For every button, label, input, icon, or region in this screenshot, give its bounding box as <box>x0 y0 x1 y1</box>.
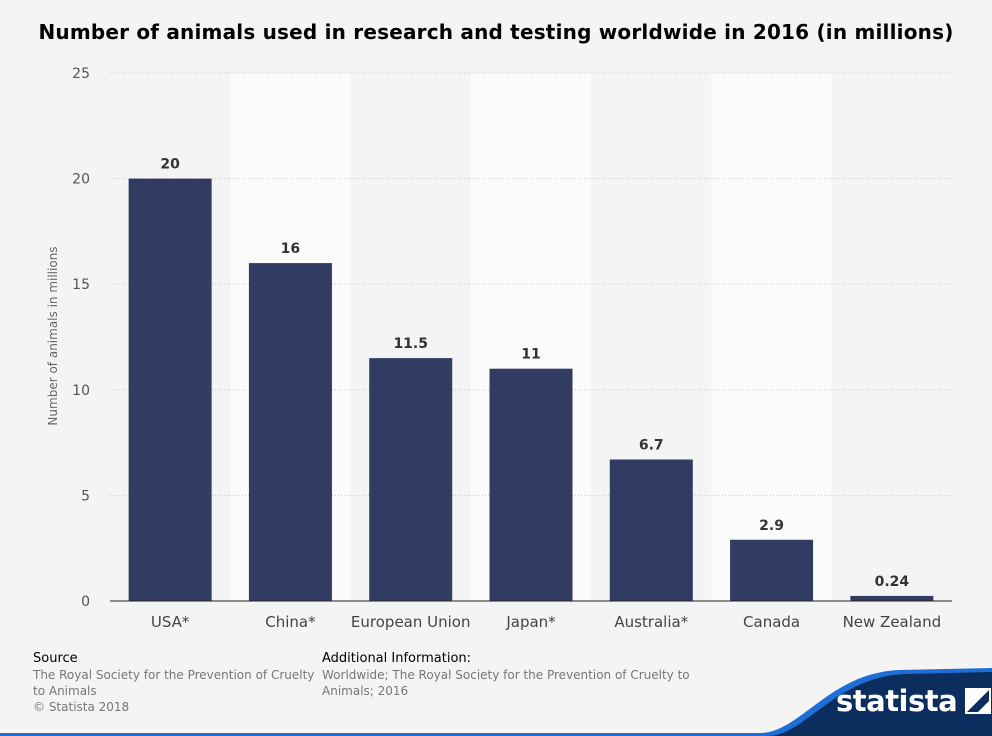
bar[interactable] <box>609 459 693 601</box>
bar-value-label: 11.5 <box>393 336 428 352</box>
y-tick-label: 5 <box>81 488 90 504</box>
bar[interactable] <box>369 358 453 601</box>
category-band <box>711 73 832 601</box>
y-tick-label: 10 <box>72 383 90 399</box>
statista-logo-text: statista <box>836 684 958 718</box>
bar-value-label: 0.24 <box>875 574 910 590</box>
additional-info-heading: Additional Information: <box>322 651 472 666</box>
source-block: Source The Royal Society for the Prevent… <box>33 651 318 715</box>
source-text[interactable]: The Royal Society for the Prevention of … <box>33 668 315 698</box>
chart-title: Number of animals used in research and t… <box>38 20 954 44</box>
source-heading: Source <box>33 651 78 666</box>
statista-logo[interactable]: statista <box>836 684 992 718</box>
y-tick-label: 20 <box>72 172 90 188</box>
bar[interactable] <box>248 263 332 601</box>
x-tick-label: European Union <box>351 613 471 631</box>
bar[interactable] <box>128 178 212 601</box>
x-tick-label: Canada <box>743 613 800 631</box>
y-tick-label: 25 <box>72 66 90 82</box>
bar[interactable] <box>730 539 814 601</box>
x-tick-label: Australia* <box>614 613 688 631</box>
bar-value-label: 11 <box>521 347 540 363</box>
y-tick-label: 15 <box>72 277 90 293</box>
x-tick-label: China* <box>265 613 316 631</box>
bar-value-label: 20 <box>160 157 180 173</box>
statista-mark-icon <box>965 688 992 714</box>
bar[interactable] <box>489 368 573 601</box>
y-axis-label: Number of animals in millions <box>46 246 60 425</box>
y-tick-label: 0 <box>81 594 90 610</box>
additional-info-block: Additional Information: Worldwide; The R… <box>322 651 702 699</box>
x-tick-label: USA* <box>151 613 190 631</box>
bar[interactable] <box>850 595 934 601</box>
bar-value-label: 2.9 <box>759 518 784 534</box>
x-tick-label: New Zealand <box>843 613 942 631</box>
bar-value-label: 16 <box>281 241 300 257</box>
x-tick-label: Japan* <box>505 613 556 631</box>
bar-value-label: 6.7 <box>639 437 664 453</box>
copyright-text: © Statista 2018 <box>33 700 130 714</box>
additional-info-text: Worldwide; The Royal Society for the Pre… <box>322 668 690 698</box>
